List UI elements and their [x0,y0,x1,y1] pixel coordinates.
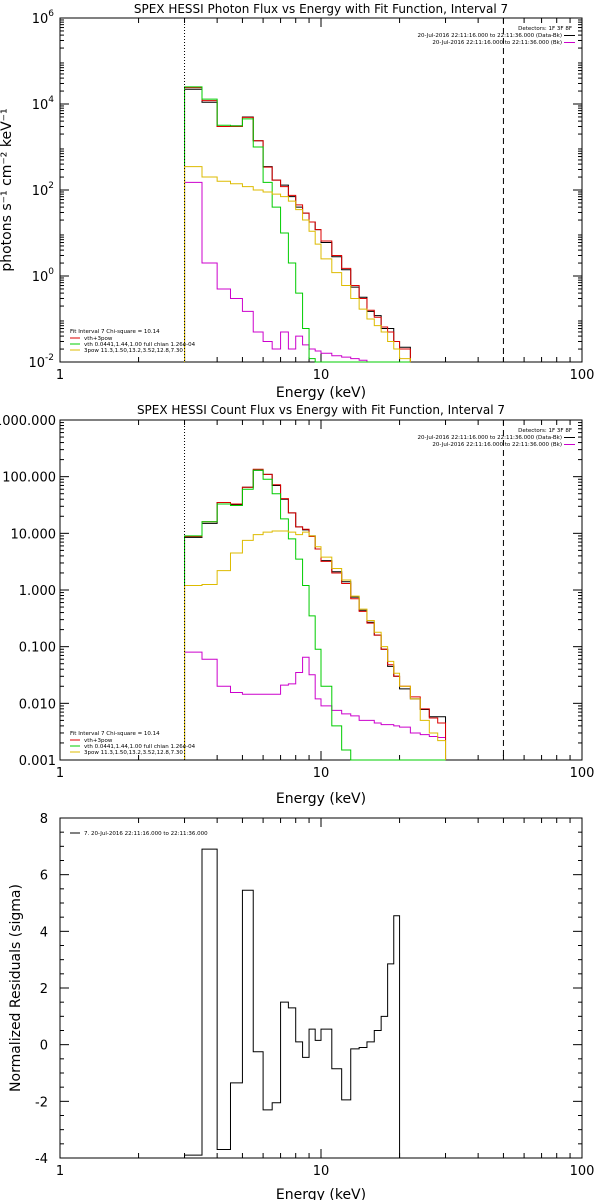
residuals-panel: 1 10 100 -4 -2 0 2 4 6 8 Energy (keV) Normalized … [8,812,594,1200]
photon-x-tick-label: 1 [56,368,64,383]
residuals-x-axis-label: Energy (keV) [276,1187,366,1200]
photon-x-tick-label: 10 [313,368,330,383]
residuals-y-tick-label: 8 [40,812,48,827]
photon-range-markers [184,18,504,362]
count-y-tick-label: 0.100 [19,641,56,656]
count-axis-ticks: 1 10 100 0.001 0.010 0.100 1.000 10.000 100.000 1… [0,414,594,781]
count-chart-title: SPEX HESSI Count Flux vs Energy with Fit… [137,403,505,417]
residuals-x-tick-label: 10 [313,1164,330,1179]
photon-series-0 [184,88,411,362]
residuals-y-tick-label: -2 [35,1095,48,1110]
count-legend-top: Detectors: 1F 3F 8F 20-Jul-2016 22:11:16… [418,428,575,448]
count-range-markers [184,420,504,760]
count-flux-panel: SPEX HESSI Count Flux vs Energy with Fit… [0,403,594,807]
residuals-series-0 [184,848,401,1158]
count-legend-vth: vth 0.0441,1.44,1.00 full chian 1.26e-04 [84,744,196,750]
residuals-plot-frame [59,817,583,1159]
residuals-y-tick-label: 2 [40,982,48,997]
residuals-y-tick-label: -4 [35,1152,48,1167]
photon-series-1 [184,181,411,363]
residuals-x-tick-label: 1 [56,1164,64,1179]
photon-series-2 [184,87,411,362]
photon-legend-top: Detectors: 1F 3F 8F 20-Jul-2016 22:11:16… [418,26,575,46]
photon-legend-detectors: Detectors: 1F 3F 8F [518,26,572,32]
count-x-tick-label: 1 [56,766,64,781]
count-y-tick-label: 0.001 [19,754,56,769]
count-legend-detectors: Detectors: 1F 3F 8F [518,428,572,434]
residuals-legend-label: 7. 20-Jul-2016 22:11:16.000 to 22:11:36.… [84,831,208,837]
photon-series-4 [184,166,411,362]
count-legend-bk: 20-Jul-2016 22:11:16.000 to 22:11:36.000… [432,442,562,448]
photon-chart-title: SPEX HESSI Photon Flux vs Energy with Fi… [134,2,508,16]
photon-series-3 [184,86,411,363]
photon-legend-3pow: 3pow 11.3,1.50,13.2,3.52,12.8,7.30 [84,348,183,354]
photon-y-axis-label: photons s⁻¹ cm⁻² keV⁻¹ [0,108,15,271]
photon-series-group [184,86,411,363]
residuals-y-tick-label: 6 [40,869,48,884]
photon-axis-ticks: 1 10 100 10-2 100 102 104 106 [28,9,594,383]
photon-x-tick-label: 100 [570,368,595,383]
photon-y-tick-label: 100 [32,267,55,285]
photon-legend-bk: 20-Jul-2016 22:11:16.000 to 22:11:36.000… [432,40,562,46]
count-y-tick-label: 1000.000 [0,414,56,429]
count-series-1 [184,651,447,760]
count-series-3 [184,469,446,761]
residuals-axis-ticks: 1 10 100 -4 -2 0 2 4 6 8 [35,812,594,1179]
count-legend-vth3pow: vth+3pow [84,738,113,744]
photon-legend-bottom: Fit Interval 7 Chi-square = 10.14 vth+3p… [70,329,196,354]
residuals-y-tick-label: 0 [40,1039,48,1054]
count-series-2 [184,468,447,760]
photon-y-tick-label: 102 [32,181,54,199]
residuals-y-axis-label: Normalized Residuals (sigma) [8,884,24,1092]
photon-y-tick-label: 106 [32,9,55,27]
photon-flux-panel: SPEX HESSI Photon Flux vs Energy with Fi… [0,2,594,401]
count-y-tick-label: 100.000 [2,471,56,486]
count-series-4 [184,530,447,760]
photon-legend-vth: vth 0.0441,1.44,1.00 full chian 1.26e-04 [84,342,196,348]
count-legend-fit-interval: Fit Interval 7 Chi-square = 10.14 [70,731,160,737]
residuals-series-group [184,848,401,1158]
photon-x-axis-label: Energy (keV) [276,385,366,401]
residuals-legend: 7. 20-Jul-2016 22:11:16.000 to 22:11:36.… [70,831,208,837]
count-legend-data-bk: 20-Jul-2016 22:11:16.000 to 22:11:36.000… [418,435,563,441]
residuals-y-tick-label: 4 [40,925,48,940]
count-legend-bottom: Fit Interval 7 Chi-square = 10.14 vth+3p… [70,731,196,756]
count-y-tick-label: 0.010 [19,697,56,712]
count-legend-3pow: 3pow 11.3,1.50,13.2,3.52,12.8,7.30 [84,750,183,756]
photon-y-tick-label: 10-2 [28,353,54,371]
count-x-tick-label: 10 [313,766,330,781]
photon-y-tick-label: 104 [32,95,55,113]
residuals-x-tick-label: 100 [570,1164,595,1179]
photon-legend-data-bk: 20-Jul-2016 22:11:16.000 to 22:11:36.000… [418,33,563,39]
count-x-axis-label: Energy (keV) [276,791,366,807]
count-y-tick-label: 10.000 [11,527,57,542]
photon-legend-vth3pow: vth+3pow [84,336,113,342]
count-y-tick-label: 1.000 [19,584,56,599]
count-series-group [184,468,447,761]
count-x-tick-label: 100 [570,766,595,781]
count-series-0 [184,469,447,760]
photon-legend-fit-interval: Fit Interval 7 Chi-square = 10.14 [70,329,160,335]
